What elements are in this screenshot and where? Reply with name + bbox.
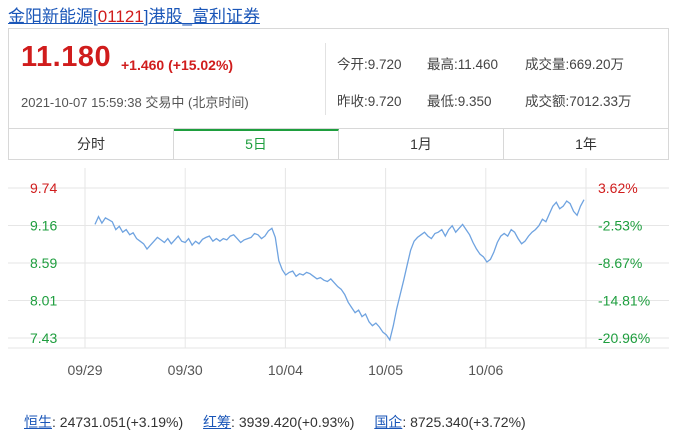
volume: 成交量:669.20万 [525,57,625,72]
price-line [94,199,585,342]
stock-code-bracket-open: [ [93,7,98,26]
price-chart: 9.74 3.62% 9.16 -2.53% 8.59 -8.67% 8.01 -14.81%… [8,160,669,392]
index-redchip: 红筹: 3939.420(+0.93%) [203,414,354,430]
current-price: 11.180 [21,41,112,73]
x-tick-label: 09/30 [168,362,203,378]
y-tick-right: -14.81% [598,293,650,309]
index-redchip-link[interactable]: 红筹 [203,414,232,430]
x-tick-label: 10/06 [468,362,503,378]
x-tick-label: 10/04 [268,362,303,378]
y-tick-left: 8.01 [30,293,57,309]
stock-name: 金阳新能源 [8,7,93,26]
low-price: 最低:9.350 [427,94,492,109]
timezone-label: (北京时间) [187,95,249,110]
y-tick-left: 7.43 [30,330,57,346]
y-tick-left: 8.59 [30,255,57,271]
quote-panel: 11.180 +1.460 (+15.02%) 2021-10-07 15:59… [8,28,669,128]
price-chart-svg: 9.74 3.62% 9.16 -2.53% 8.59 -8.67% 8.01 -14.81%… [8,168,669,378]
tab-1month[interactable]: 1月 [339,129,504,159]
y-tick-right: -2.53% [598,218,642,234]
y-tick-right: -8.67% [598,255,642,271]
stock-code: 01121 [97,7,144,26]
x-tick-label: 09/29 [67,362,102,378]
y-tick-right: -20.96% [598,330,650,346]
index-redchip-value: : 3939.420(+0.93%) [231,414,355,430]
index-hscei-link[interactable]: 国企 [374,414,403,430]
index-hsi-link[interactable]: 恒生 [24,414,52,430]
open-price: 今开:9.720 [337,57,402,72]
prev-close: 昨收:9.720 [337,94,402,109]
tab-1year[interactable]: 1年 [575,136,597,152]
tab-intraday[interactable]: 分时 [9,129,174,159]
quote-datetime: 2021-10-07 15:59:38 [21,95,142,110]
price-change: +1.460 (+15.02%) [121,57,234,73]
trade-status-line: 2021-10-07 15:59:38 交易中 (北京时间) [21,92,249,111]
y-tick-left: 9.74 [30,180,57,196]
divider [325,43,326,115]
y-tick-left: 9.16 [30,218,57,234]
stock-code-bracket-close: ] [143,7,149,26]
index-hsi: 恒生: 24731.051(+3.19%) [24,414,183,430]
x-tick-label: 10/05 [368,362,403,378]
stock-title-link[interactable]: 金阳新能源[01121]港股_富利证券 [8,2,260,27]
index-hsi-value: : 24731.051(+3.19%) [52,414,184,430]
high-price: 最高:11.460 [427,57,499,72]
index-bar: 恒生: 24731.051(+3.19%) 红筹: 3939.420(+0.93… [24,412,542,432]
index-hscei-value: : 8725.340(+3.72%) [402,414,526,430]
turnover: 成交额:7012.33万 [525,94,632,109]
index-hscei: 国企: 8725.340(+3.72%) [374,414,525,430]
tab-5day[interactable]: 5日 [174,129,339,159]
market-broker: 港股_富利证券 [148,7,260,26]
trading-status: 交易中 [145,95,185,110]
y-tick-right: 3.62% [598,180,638,196]
period-tabs: 分时 5日 1月 1年 [8,128,669,160]
